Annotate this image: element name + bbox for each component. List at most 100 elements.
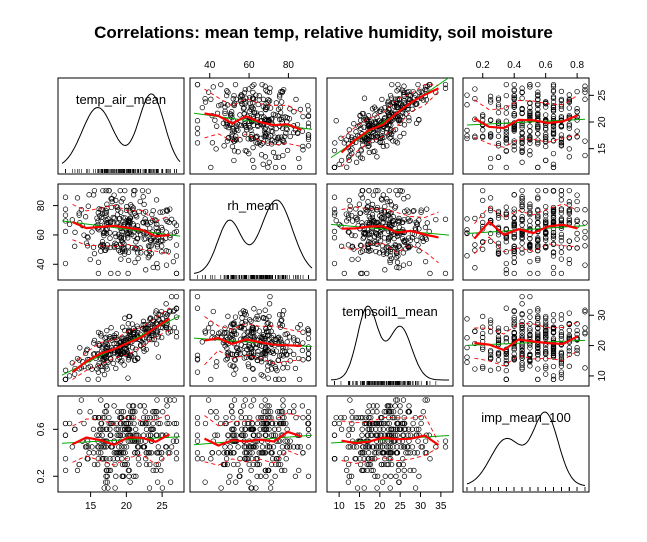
data-point <box>195 421 200 426</box>
data-point <box>496 155 501 160</box>
data-point <box>407 404 412 409</box>
data-point <box>364 210 369 215</box>
data-point <box>239 415 244 420</box>
x-tick-label: 0.8 <box>570 60 584 71</box>
panel-tempsoil1_mean-vs-imp_mean_100 <box>463 290 589 386</box>
data-point <box>296 468 301 473</box>
data-point <box>349 213 354 218</box>
data-point <box>91 427 96 432</box>
data-point <box>397 480 402 485</box>
data-point <box>160 409 165 414</box>
y-tick-label: 80 <box>36 200 47 212</box>
data-point <box>402 474 407 479</box>
panel-temp_air_mean-vs-rh_mean <box>190 78 316 174</box>
data-point <box>536 207 541 212</box>
data-point <box>356 257 361 262</box>
data-point <box>111 361 116 366</box>
data-point <box>413 486 418 491</box>
data-point <box>346 243 351 248</box>
data-point <box>559 313 564 318</box>
data-point <box>210 451 215 456</box>
data-point <box>423 225 428 230</box>
data-point <box>543 188 548 193</box>
data-point <box>83 214 88 219</box>
data-point <box>203 480 208 485</box>
data-point <box>137 462 142 467</box>
data-point <box>543 144 548 149</box>
data-point <box>230 409 235 414</box>
data-point <box>362 486 367 491</box>
data-point <box>232 398 237 403</box>
data-point <box>306 108 311 113</box>
data-point <box>259 404 264 409</box>
data-point <box>297 165 302 170</box>
data-point <box>226 314 231 319</box>
x-tick-label: 30 <box>415 501 427 512</box>
data-point <box>75 196 80 201</box>
data-point <box>224 456 229 461</box>
panels-group: temp_air_meanrh_meantempsoil1_meanimp_me… <box>36 60 608 512</box>
panel-imp_mean_100-vs-temp_air_mean <box>58 396 184 492</box>
data-point <box>78 346 83 351</box>
data-point <box>301 114 306 119</box>
data-point <box>306 445 311 450</box>
data-point <box>504 82 509 87</box>
panel-temp_air_mean-vs-temp_air_mean: temp_air_mean <box>58 78 184 174</box>
data-point <box>512 260 517 265</box>
data-point <box>350 409 355 414</box>
data-point <box>332 235 337 240</box>
data-point <box>223 326 228 331</box>
data-point <box>288 134 293 139</box>
data-point <box>536 188 541 193</box>
data-point <box>200 105 205 110</box>
data-point <box>240 316 245 321</box>
data-point <box>528 271 533 276</box>
data-point <box>151 208 156 213</box>
data-point <box>219 486 224 491</box>
data-point <box>151 265 156 270</box>
panel-rh_mean-vs-temp_air_mean <box>58 184 184 280</box>
data-point <box>583 139 588 144</box>
data-point <box>257 309 262 314</box>
data-point <box>465 336 470 341</box>
data-point <box>144 427 149 432</box>
data-point <box>583 244 588 249</box>
data-point <box>195 415 200 420</box>
data-point <box>383 204 388 209</box>
data-point <box>91 451 96 456</box>
data-point <box>267 160 272 165</box>
y-tick-label: 30 <box>597 309 608 321</box>
data-point <box>224 358 229 363</box>
data-point <box>575 237 580 242</box>
data-point <box>443 445 448 450</box>
data-point <box>393 404 398 409</box>
data-point <box>306 336 311 341</box>
data-point <box>551 319 556 324</box>
data-point <box>159 244 164 249</box>
panel-frame <box>58 184 184 280</box>
data-point <box>293 474 298 479</box>
data-point <box>407 118 412 123</box>
data-point <box>99 398 104 403</box>
y-tick-label: 20 <box>597 340 608 352</box>
data-point <box>465 254 470 259</box>
data-point <box>164 302 169 307</box>
data-point <box>92 338 97 343</box>
data-point <box>480 325 485 330</box>
data-point <box>174 243 179 248</box>
data-point <box>465 102 470 107</box>
data-point <box>254 93 259 98</box>
data-point <box>536 367 541 372</box>
panel-content <box>194 294 312 381</box>
data-point <box>233 480 238 485</box>
data-point <box>512 148 517 153</box>
data-point <box>416 243 421 248</box>
data-point <box>504 261 509 266</box>
data-point <box>496 233 501 238</box>
data-point <box>332 148 337 153</box>
panel-content <box>465 188 588 275</box>
data-point <box>575 345 580 350</box>
data-point <box>67 222 72 227</box>
data-point <box>300 348 305 353</box>
panel-frame <box>327 78 453 174</box>
